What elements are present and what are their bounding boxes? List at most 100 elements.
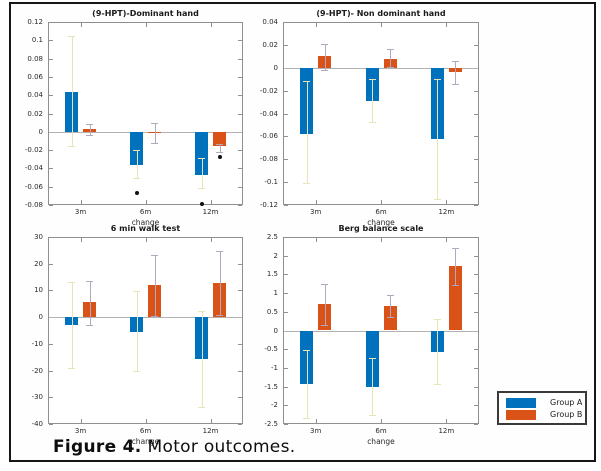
x-tick-mark [145,200,147,204]
x-tick-mark [210,419,212,423]
chart-title: (9-HPT)- Non dominant hand [316,9,446,18]
y-tick-mark [238,95,242,97]
x-tick-label: 3m [74,427,87,435]
error-bar [455,60,457,84]
x-tick-mark [446,200,448,204]
x-tick-mark [210,200,212,204]
y-tick-mark [238,263,242,265]
error-bar [390,294,391,318]
x-tick-mark [80,200,82,204]
y-tick-mark [284,44,288,46]
error-bar-cap [451,60,459,62]
error-bar [136,150,138,179]
chart-title: (9-HPT)-Dominant hand [92,9,199,18]
y-tick-mark [238,150,242,152]
outlier-dot [217,155,222,160]
y-tick-mark [238,40,242,42]
outlier-dot [134,191,139,196]
error-bar [455,248,457,285]
y-tick-mark [238,113,242,115]
error-bar-cap [386,49,394,51]
error-bar [219,143,221,152]
y-tick-mark [49,40,53,42]
error-bar-cap [321,284,329,286]
x-tick-label: 3m [310,427,322,435]
y-tick-mark [49,290,53,292]
error-bar-cap [216,250,223,252]
y-tick-mark [474,405,478,407]
error-bar-cap [68,367,75,369]
y-tick-label: 2 [273,251,278,260]
error-bar-cap [86,281,93,283]
y-tick-mark [474,182,478,184]
error-bar-cap [133,290,140,292]
error-bar [306,349,308,418]
legend-label-group-a: Group A [550,398,583,407]
error-bar [372,79,373,122]
error-bar-cap [303,349,311,351]
error-bar [71,35,73,147]
y-tick-mark [474,205,478,206]
x-tick-label: 6m [139,208,152,216]
x-tick-label: 12m [202,208,219,216]
y-tick-mark [49,343,53,345]
y-tick-label: 0 [38,127,43,136]
error-bar-cap [386,317,394,319]
y-tick-label: -40 [31,420,43,428]
bar-group-a [130,131,143,165]
error-bar [324,284,326,325]
x-tick-mark [80,238,82,242]
error-bar-cap [86,134,93,136]
error-bar-cap [133,178,140,180]
y-tick-mark [284,90,288,92]
y-tick-mark [238,424,242,425]
error-bar-cap [216,315,223,316]
y-tick-mark [238,343,242,345]
y-tick-mark [284,159,288,161]
x-tick-mark [446,23,448,27]
y-tick-label: 0.06 [27,72,43,81]
y-tick-mark [49,263,53,265]
chart-title: 6 min walk test [110,224,181,233]
error-bar [324,43,326,71]
x-tick-mark [381,23,382,27]
y-tick-label: 0.04 [27,91,43,100]
error-bar-cap [433,318,441,320]
error-bar [390,49,391,67]
y-tick-label: 20 [34,259,43,268]
y-tick-mark [238,397,242,399]
legend-swatch-group-b [506,410,536,420]
y-tick-label: 1.5 [266,270,278,279]
error-bar-cap [433,383,441,385]
x-axis-label: change [131,437,160,446]
error-bar-cap [216,143,223,145]
legend: Group A Group B [497,391,587,425]
y-tick-label: -0.06 [24,182,43,191]
x-tick-mark [315,23,317,27]
chart-9hpt-non-dominant-hand: (9-HPT)- Non dominant hand change 0.04 0.… [260,9,479,227]
error-bar [136,290,138,371]
bar-group-b [383,305,397,331]
error-bar-cap [321,324,329,326]
error-bar-cap [68,282,75,284]
zero-line [49,317,242,319]
y-tick-mark [49,168,53,170]
outlier-dot [199,202,204,207]
error-bar-cap [321,70,329,72]
error-bar-cap [368,79,376,81]
y-tick-mark [474,44,478,46]
x-tick-label: 12m [202,427,219,435]
y-tick-label: 0 [38,313,43,322]
y-tick-label: -1 [271,363,278,372]
error-bar-cap [151,142,158,144]
error-bar-cap [303,81,311,83]
zero-line [284,330,478,332]
y-tick-mark [474,113,478,115]
y-tick-mark [284,136,288,138]
error-bar-cap [86,324,93,326]
x-tick-mark [446,238,448,242]
y-tick-mark [284,205,288,206]
error-bar [201,310,203,407]
y-tick-mark [238,290,242,292]
